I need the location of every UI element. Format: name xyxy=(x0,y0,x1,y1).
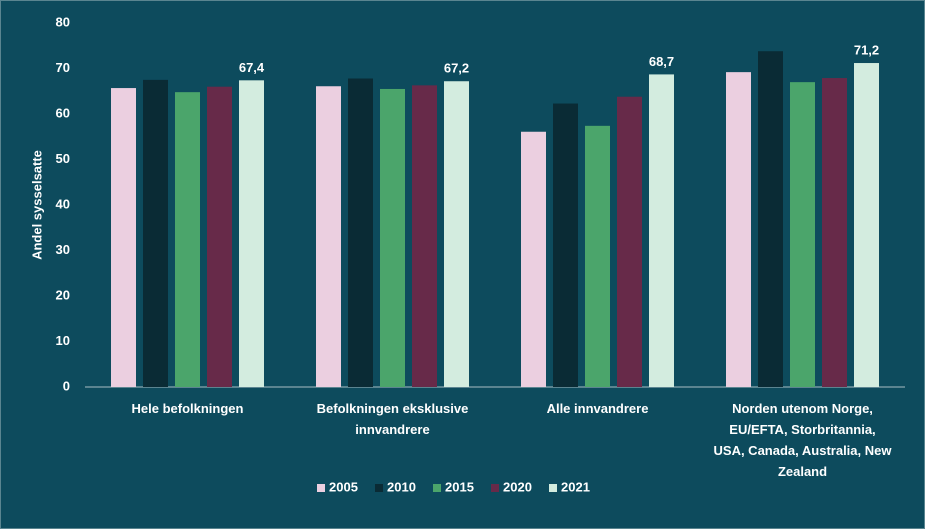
legend-swatch xyxy=(317,484,325,492)
y-tick-label: 40 xyxy=(56,196,70,211)
bar xyxy=(617,96,642,388)
legend-label: 2021 xyxy=(561,479,590,494)
data-label: 68,7 xyxy=(649,54,674,69)
legend-label: 2010 xyxy=(387,479,416,494)
y-axis-label: Andel sysselsatte xyxy=(29,150,44,260)
bar xyxy=(758,51,783,388)
bar xyxy=(316,86,341,388)
data-label: 67,4 xyxy=(239,60,265,75)
legend-swatch xyxy=(433,484,441,492)
legend-swatch xyxy=(491,484,499,492)
bar xyxy=(649,74,674,387)
bar xyxy=(553,103,578,387)
y-tick-label: 10 xyxy=(56,333,70,348)
bar xyxy=(444,81,469,388)
bar xyxy=(348,78,373,387)
bar xyxy=(854,63,879,387)
legend-label: 2015 xyxy=(445,479,474,494)
y-tick-label: 0 xyxy=(63,378,70,393)
legend-label: 2005 xyxy=(329,479,358,494)
legend-label: 2020 xyxy=(503,479,532,494)
bar xyxy=(790,82,815,388)
legend-swatch xyxy=(375,484,383,492)
x-tick-label: Alle innvandrere xyxy=(547,401,649,416)
data-label: 71,2 xyxy=(854,42,879,57)
y-tick-label: 50 xyxy=(56,151,70,166)
y-tick-label: 60 xyxy=(56,105,70,120)
bar xyxy=(239,80,264,387)
y-tick-label: 20 xyxy=(56,287,70,302)
data-label: 67,2 xyxy=(444,61,469,76)
bar xyxy=(822,78,847,388)
bar xyxy=(585,125,610,387)
y-tick-label: 30 xyxy=(56,242,70,257)
bar xyxy=(175,92,200,387)
x-tick-label: Befolkningen eksklusive innvandrere xyxy=(317,401,469,437)
bar xyxy=(412,85,437,388)
bar xyxy=(111,88,136,387)
bar xyxy=(521,131,546,387)
bar xyxy=(726,72,751,387)
bar xyxy=(207,86,232,387)
x-tick-label: Hele befolkningen xyxy=(132,401,244,416)
y-tick-label: 70 xyxy=(56,60,70,75)
x-tick-label: Norden utenom Norge, EU/EFTA, Storbritann… xyxy=(714,401,893,479)
y-tick-label: 80 xyxy=(56,14,70,29)
bar xyxy=(143,79,168,387)
legend-swatch xyxy=(549,484,557,492)
bar xyxy=(380,88,405,387)
